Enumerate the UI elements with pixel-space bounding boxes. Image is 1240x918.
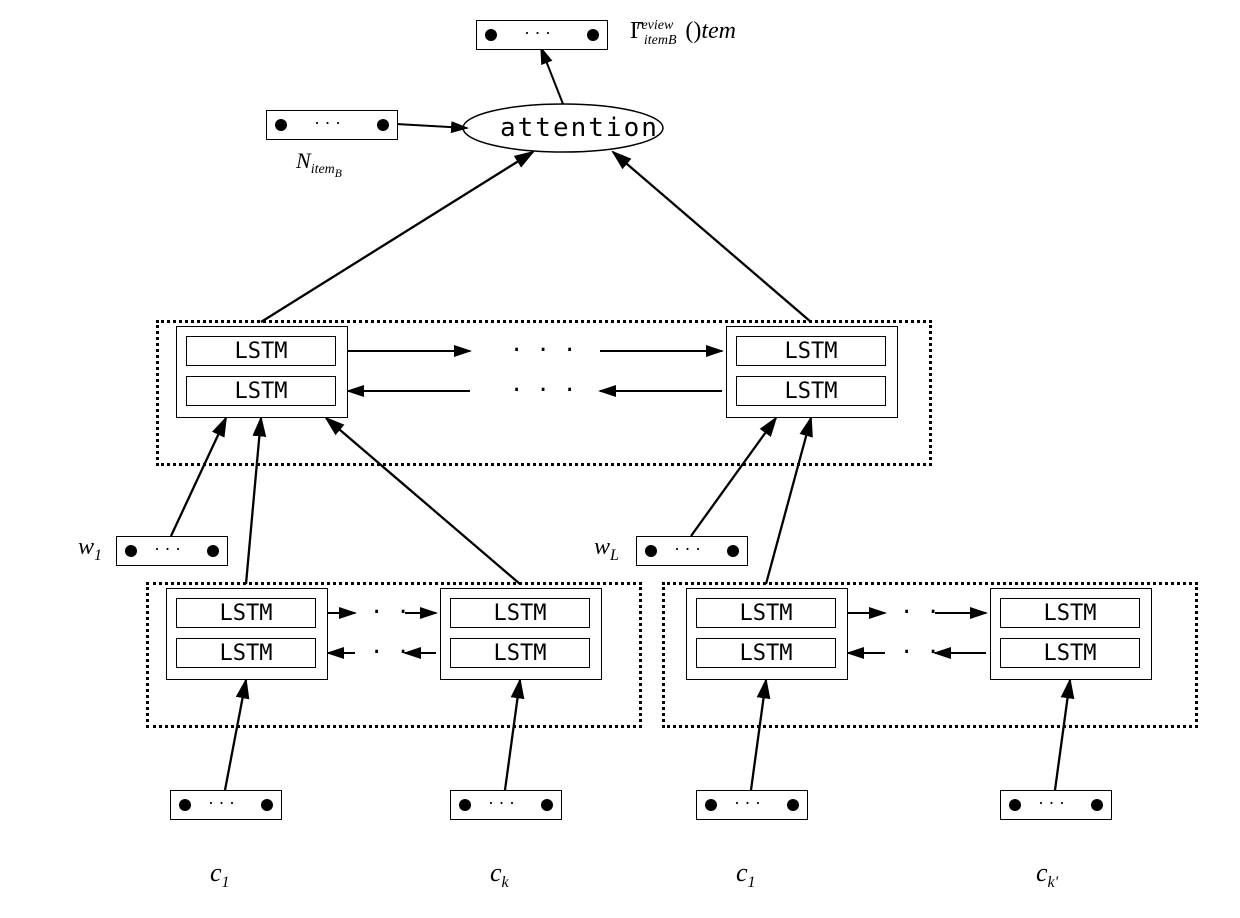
output-vector: · · · — [476, 20, 608, 50]
lstm-cell: LSTM — [1000, 598, 1140, 628]
lstm-cell: LSTM — [736, 336, 886, 366]
lstm-cell: LSTM — [450, 638, 590, 668]
input-vector: · · · — [696, 790, 808, 820]
ellipsis: · · — [900, 640, 940, 665]
lstm-cell: LSTM — [176, 638, 316, 668]
w1-label: w1 — [78, 534, 102, 565]
c-label: c1 — [736, 858, 756, 892]
input-vector: · · · — [1000, 790, 1112, 820]
ellipsis: · · — [370, 600, 410, 625]
n-item-vector: · · · — [266, 110, 398, 140]
lstm-cell: LSTM — [696, 598, 836, 628]
lstm-cell: LSTM — [1000, 638, 1140, 668]
lstm-cell: LSTM — [736, 376, 886, 406]
ellipsis: · · · — [510, 338, 576, 363]
wL-vector: · · · — [636, 536, 748, 566]
input-vector: · · · — [450, 790, 562, 820]
c-label: ck — [490, 858, 509, 892]
c-label: ck' — [1036, 858, 1058, 892]
ellipsis: · · — [370, 640, 410, 665]
c-label: c1 — [210, 858, 230, 892]
lstm-cell: LSTM — [176, 598, 316, 628]
w1-vector: · · · — [116, 536, 228, 566]
ellipsis: · · · — [510, 378, 576, 403]
wL-label: wL — [594, 534, 619, 565]
input-vector: · · · — [170, 790, 282, 820]
lstm-cell: LSTM — [450, 598, 590, 628]
gamma-label: ΓitemBreview ()tem — [630, 18, 736, 49]
ellipsis: · · — [900, 600, 940, 625]
lstm-cell: LSTM — [186, 376, 336, 406]
n-item-label: NitemB — [296, 148, 342, 180]
attention-label: attention — [500, 113, 630, 143]
lstm-cell: LSTM — [696, 638, 836, 668]
lstm-cell: LSTM — [186, 336, 336, 366]
